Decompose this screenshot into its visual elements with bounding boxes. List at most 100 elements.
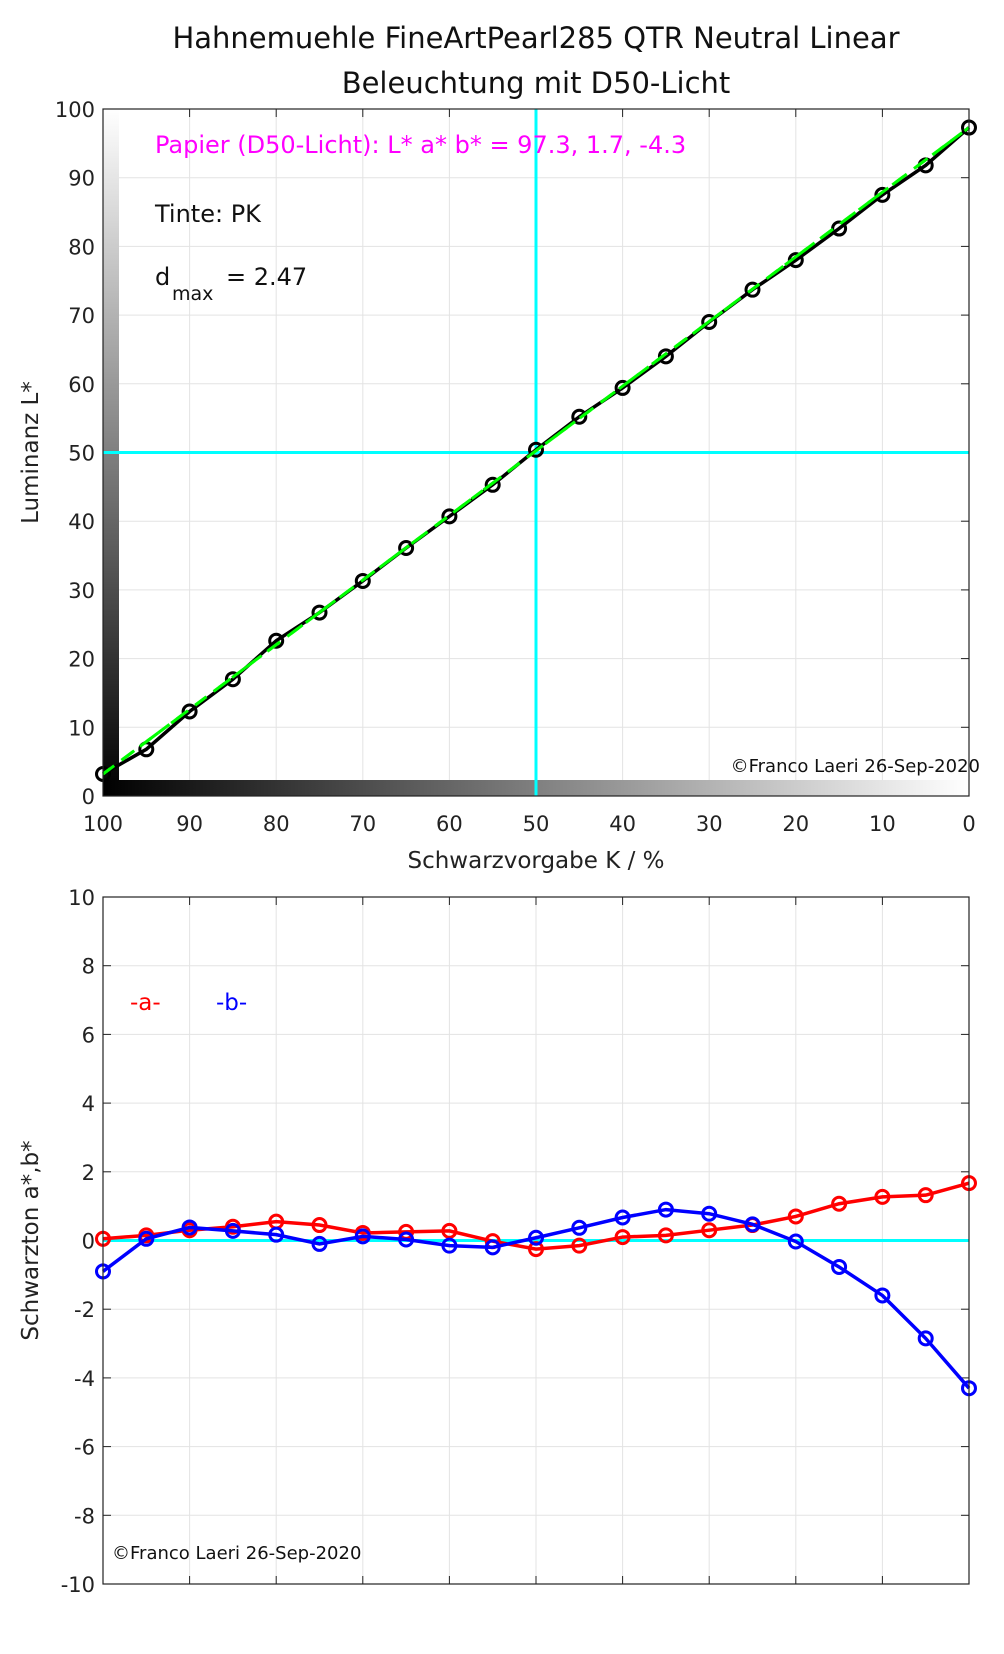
series-line-linear-target (102, 126, 970, 776)
y-tick-label: 0 (82, 1230, 95, 1254)
data-point (657, 348, 674, 365)
chart-title: Hahnemuehle FineArtPearl285 QTR Neutral … (172, 21, 899, 55)
legend-a: -a- (130, 990, 161, 1016)
data-point (528, 1241, 544, 1258)
data-point (398, 1231, 415, 1248)
data-point (874, 1287, 891, 1304)
data-point (614, 1229, 631, 1246)
x-tick-label: 70 (349, 812, 376, 836)
y-tick-label: -6 (74, 1436, 95, 1460)
y-tick-label: 0 (82, 785, 95, 809)
data-point (874, 1188, 891, 1205)
data-point (874, 186, 891, 203)
series-line (101, 1207, 971, 1390)
y-tick-label: 90 (68, 167, 95, 191)
y-tick-label: 70 (68, 304, 95, 328)
y-tick-label: 8 (82, 955, 95, 979)
data-point (701, 313, 718, 330)
data-point (484, 476, 501, 493)
y-tick-label: 10 (68, 716, 95, 740)
dmax-subscript: max (172, 283, 213, 305)
data-point (484, 1239, 501, 1256)
x-tick-label: 30 (696, 812, 723, 836)
y-tick-label: 20 (68, 648, 95, 672)
data-point (917, 1330, 934, 1347)
x-tick-label: 10 (869, 812, 896, 836)
data-point (701, 1222, 718, 1239)
x-tick-label: 40 (609, 812, 636, 836)
data-point (224, 671, 241, 688)
data-point (224, 1222, 241, 1239)
data-point (657, 1201, 674, 1218)
data-point (181, 1219, 198, 1236)
data-point (571, 408, 588, 425)
data-point (528, 1229, 544, 1246)
y-tick-label: 60 (68, 373, 95, 397)
data-point (398, 539, 415, 556)
x-tick-label: 60 (436, 812, 463, 836)
data-point (787, 1208, 804, 1225)
data-point (917, 1187, 934, 1204)
copyright: ©Franco Laeri 26-Sep-2020 (112, 1543, 361, 1564)
data-point (441, 1237, 458, 1254)
data-point (657, 1227, 674, 1244)
data-point (441, 508, 458, 525)
y-tick-label: -8 (74, 1504, 95, 1528)
x-axis-label: Schwarzvorgabe K / % (407, 848, 664, 874)
y-tick-label: 40 (68, 510, 95, 534)
x-tick-label: 80 (263, 812, 290, 836)
data-point (528, 441, 544, 458)
series-line (102, 1181, 970, 1251)
dmax-value: = 2.47 (226, 263, 307, 291)
y-tick-label: 80 (68, 235, 95, 259)
data-point (311, 604, 328, 621)
y-tick-label: 4 (82, 1092, 95, 1116)
x-tick-label: 0 (962, 812, 975, 836)
paper-annotation: Papier (D50-Licht): L* a* b* = 97.3, 1.7… (155, 131, 686, 159)
x-tick-label: 100 (83, 812, 123, 836)
data-point (354, 1228, 371, 1245)
copyright: ©Franco Laeri 26-Sep-2020 (731, 756, 980, 777)
data-point (787, 1233, 804, 1250)
y-tick-label: -10 (61, 1573, 95, 1597)
x-tick-label: 50 (523, 812, 550, 836)
data-point (744, 1216, 761, 1233)
data-point (268, 1226, 285, 1243)
data-point (571, 1219, 588, 1236)
data-point (354, 572, 371, 589)
data-point (181, 703, 198, 720)
y-tick-label: 6 (82, 1023, 95, 1047)
y-axis-label: Luminanz L* (18, 381, 44, 524)
data-point (701, 1205, 718, 1222)
data-point (831, 1258, 848, 1275)
data-point (268, 632, 285, 649)
data-point (311, 1217, 328, 1234)
ink-annotation: Tinte: PK (154, 200, 262, 228)
y-tick-label: 10 (68, 886, 95, 910)
legend-b: -b- (216, 990, 247, 1016)
y-tick-label: -4 (74, 1367, 95, 1391)
data-point (138, 1230, 155, 1247)
data-point (614, 1209, 631, 1226)
y-tick-label: 2 (82, 1161, 95, 1185)
plot-frame (102, 896, 970, 1585)
tone-plot: -10 -8 -6 -4 -2 0 2 4 6 8 10 Schwarzton a*,b* -a- -b-… (18, 886, 977, 1597)
data-point (614, 379, 631, 396)
y-axis-label: Schwarzton a*,b* (18, 1140, 44, 1340)
x-tick-label: 20 (782, 812, 809, 836)
data-point (831, 1195, 848, 1212)
y-tick-label: 30 (68, 579, 95, 603)
y-tick-label: 100 (55, 98, 95, 122)
data-point (441, 1222, 458, 1239)
chart-subtitle: Beleuchtung mit D50-Licht (342, 66, 731, 100)
y-tick-label: 50 (68, 442, 95, 466)
data-point (571, 1237, 588, 1254)
data-point (744, 281, 761, 298)
dmax-d: d (155, 263, 170, 291)
x-tick-label: 90 (176, 812, 203, 836)
y-tick-label: -2 (74, 1298, 95, 1322)
data-point (311, 1235, 328, 1252)
plot-frame (102, 108, 970, 797)
